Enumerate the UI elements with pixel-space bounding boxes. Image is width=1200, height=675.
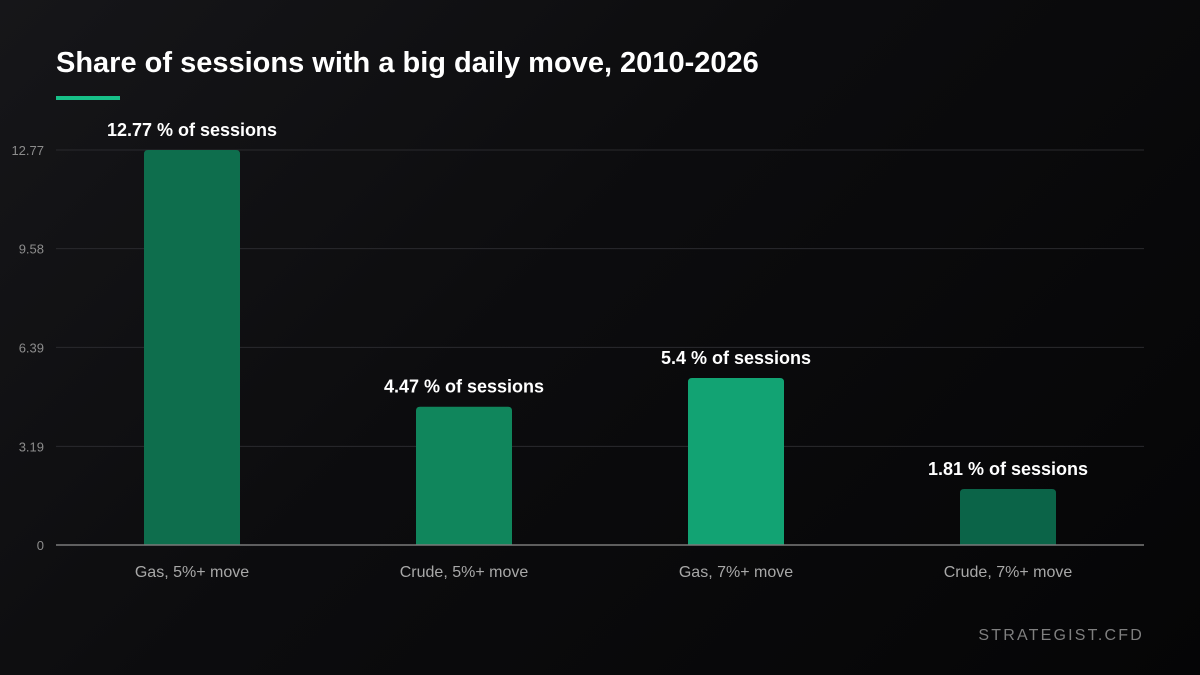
category-label: Crude, 7%+ move — [944, 564, 1073, 581]
data-label: 5.4 % of sessions — [661, 348, 811, 368]
category-label: Gas, 5%+ move — [135, 564, 249, 581]
category-label: Gas, 7%+ move — [679, 564, 793, 581]
labels: 0 3.19 6.39 9.58 12.77 12.77 % of sessions Gas… — [11, 120, 1088, 581]
data-label: 12.77 % of sessions — [107, 120, 277, 140]
y-tick-label: 12.77 — [11, 143, 44, 158]
data-label: 1.81 % of sessions — [928, 459, 1088, 479]
y-tick-label: 9.58 — [19, 242, 44, 257]
y-tick-label: 3.19 — [19, 439, 44, 454]
chart-title: Share of sessions with a big daily move,… — [56, 47, 759, 79]
bar — [144, 150, 240, 545]
y-tick-label: 6.39 — [19, 340, 44, 355]
bar — [688, 377, 784, 545]
brand-watermark: STRATEGIST.CFD — [978, 627, 1144, 644]
category-label: Crude, 5%+ move — [400, 564, 529, 581]
data-label: 4.47 % of sessions — [384, 377, 544, 397]
bar — [416, 406, 512, 545]
bars — [144, 150, 1056, 545]
y-tick-label: 0 — [37, 538, 44, 553]
title-accent-bar — [56, 96, 120, 100]
bar — [960, 489, 1056, 545]
